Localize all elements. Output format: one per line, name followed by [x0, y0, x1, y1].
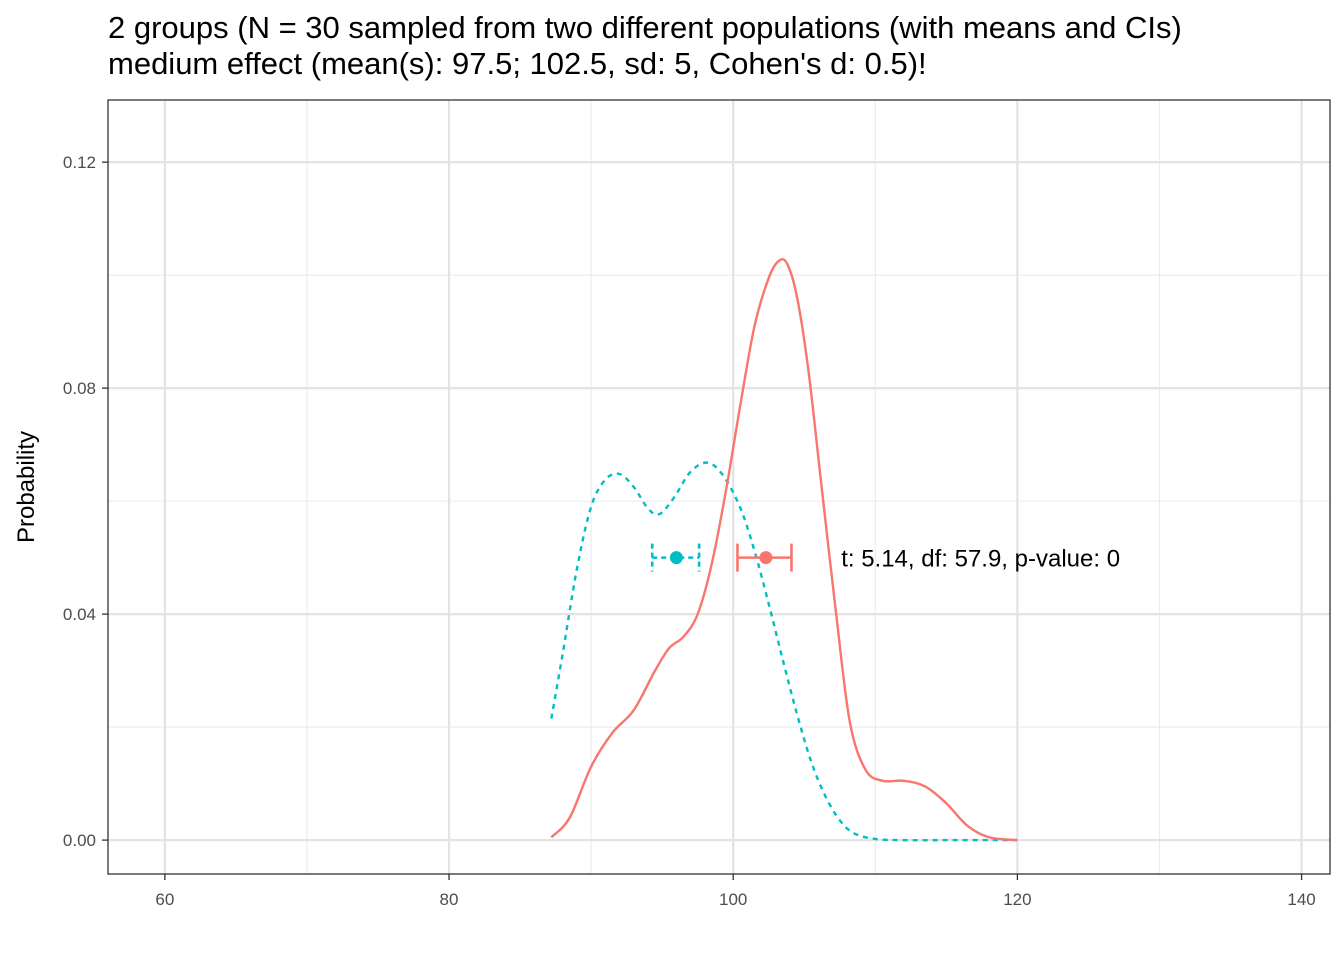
x-tick-label: 100	[719, 890, 747, 909]
annotation-layer: t: 5.14, df: 57.9, p-value: 0	[841, 546, 1120, 573]
x-tick-label: 140	[1287, 890, 1315, 909]
y-tick-label: 0.04	[63, 605, 96, 624]
mean-point-group-1	[759, 551, 773, 565]
density-line-group-1	[550, 258, 1018, 842]
grid-major	[108, 100, 1330, 874]
y-tick-label: 0.08	[63, 379, 96, 398]
y-tick-label: 0.12	[63, 153, 96, 172]
y-axis-title: Probability	[13, 431, 40, 543]
grid-minor	[108, 100, 1330, 874]
series-layer	[550, 258, 1018, 842]
chart-title-line-1: 2 groups (N = 30 sampled from two differ…	[108, 10, 1182, 45]
x-tick-label: 80	[440, 890, 459, 909]
chart-title: 2 groups (N = 30 sampled from two differ…	[108, 10, 1338, 82]
axis-layer: 60 80 100 120 140 0.00 0.04 0.08 0.12	[63, 153, 1316, 909]
mean-point-group-2	[669, 551, 683, 565]
chart-title-line-2: medium effect (mean(s): 97.5; 102.5, sd:…	[108, 46, 927, 81]
panel-border	[107, 99, 1331, 875]
plot-panel	[108, 100, 1330, 874]
stats-annotation: t: 5.14, df: 57.9, p-value: 0	[841, 546, 1120, 573]
x-tick-label: 60	[155, 890, 174, 909]
y-tick-label: 0.00	[63, 831, 96, 850]
x-tick-label: 120	[1003, 890, 1031, 909]
ci-layer	[650, 543, 793, 572]
